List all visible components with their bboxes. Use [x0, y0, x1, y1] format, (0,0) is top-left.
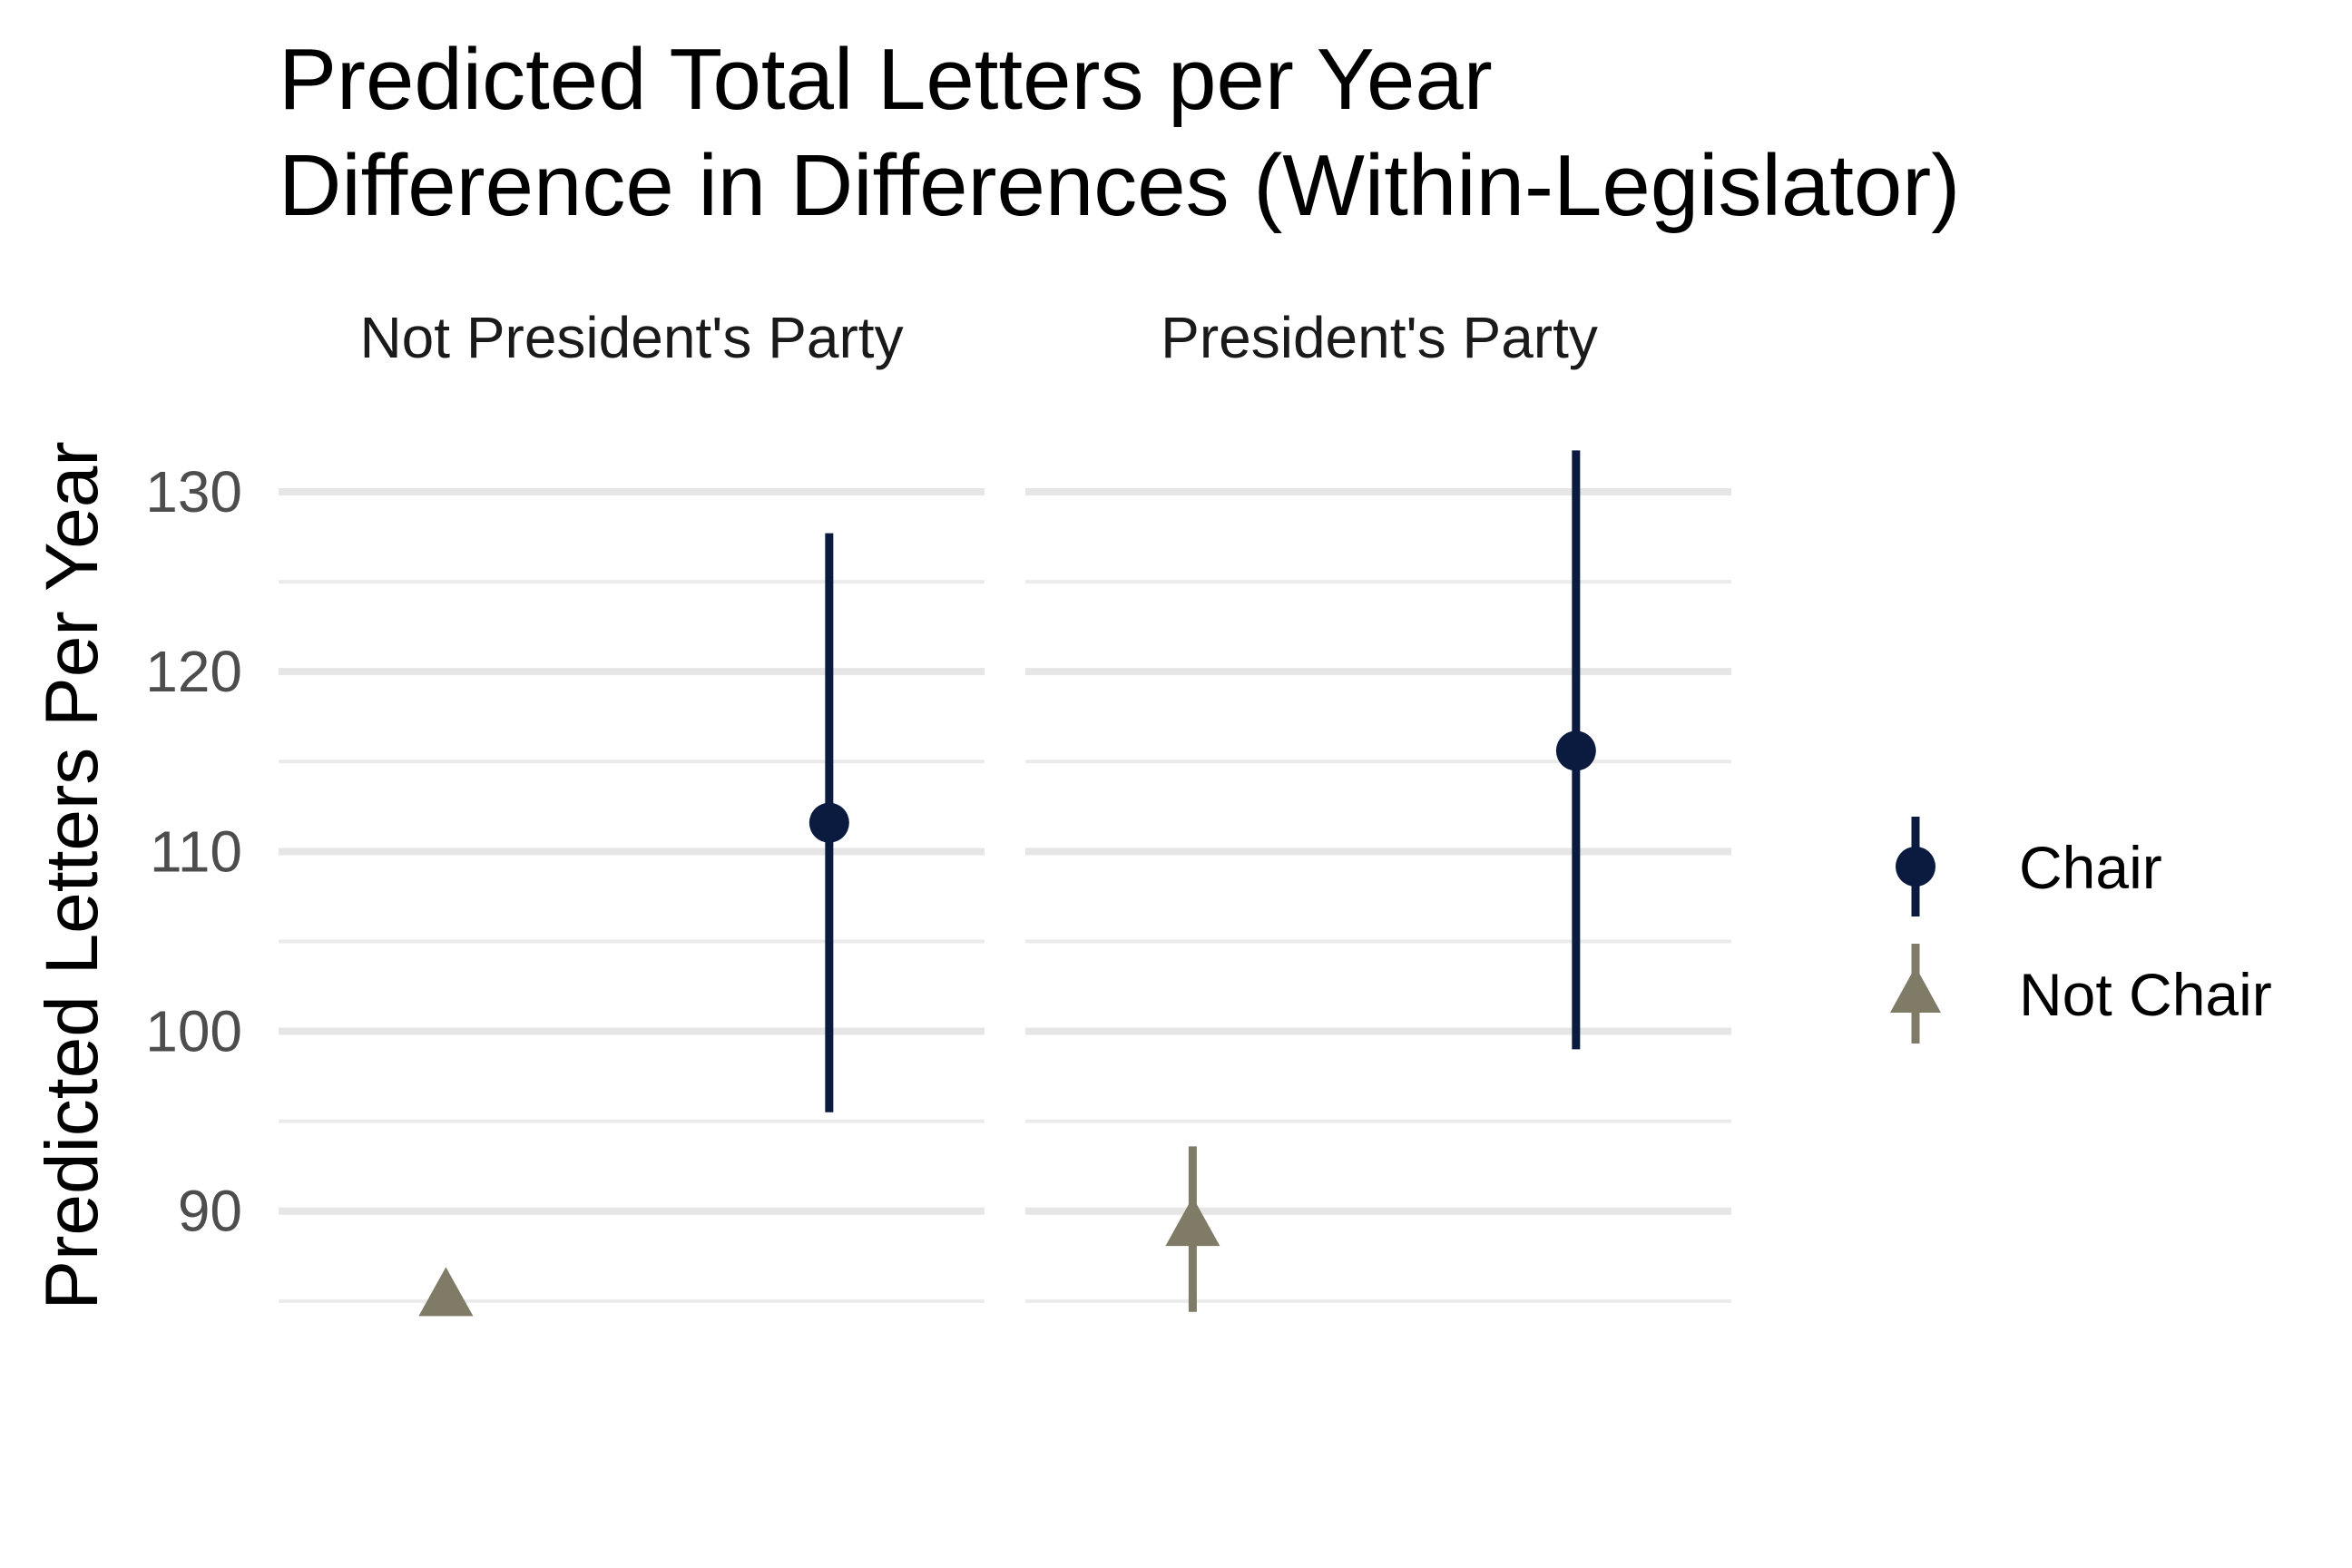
legend-chair-point [1896, 847, 1936, 887]
panel-not-presidents-party [279, 488, 985, 1317]
legend-not-chair-point [1890, 966, 1941, 1013]
y-axis-ticks: 90 100 110 120 130 [145, 459, 242, 1244]
panel-label-not-presidents-party: Not President's Party [359, 305, 903, 370]
chart-title: Predicted Total Letters per Year [279, 31, 1493, 128]
y-tick-label: 130 [145, 459, 242, 524]
legend-key-not-chair [1890, 944, 1941, 1044]
chair-not-president-s-party-point [808, 802, 849, 843]
legend-key-chair [1896, 817, 1936, 916]
legend: Chair Not Chair [1890, 817, 2272, 1044]
chair-president-s-party-point [1555, 730, 1596, 771]
y-tick-label: 120 [145, 639, 242, 704]
chart-subtitle: Difference in Differences (Within-Legisl… [279, 137, 1960, 234]
legend-label-chair: Chair [2019, 834, 2162, 901]
y-axis-title: Predicted Letters Per Year [31, 441, 113, 1309]
panel-label-presidents-party: President's Party [1161, 305, 1598, 370]
panel-presidents-party [1025, 450, 1731, 1312]
not-chair-president-s-party-point [1165, 1197, 1220, 1247]
legend-label-not-chair: Not Chair [2019, 961, 2272, 1028]
not-chair-not-president-s-party-point [418, 1267, 474, 1317]
y-tick-label: 90 [178, 1179, 242, 1244]
y-tick-label: 110 [150, 818, 242, 884]
y-tick-label: 100 [145, 999, 242, 1064]
